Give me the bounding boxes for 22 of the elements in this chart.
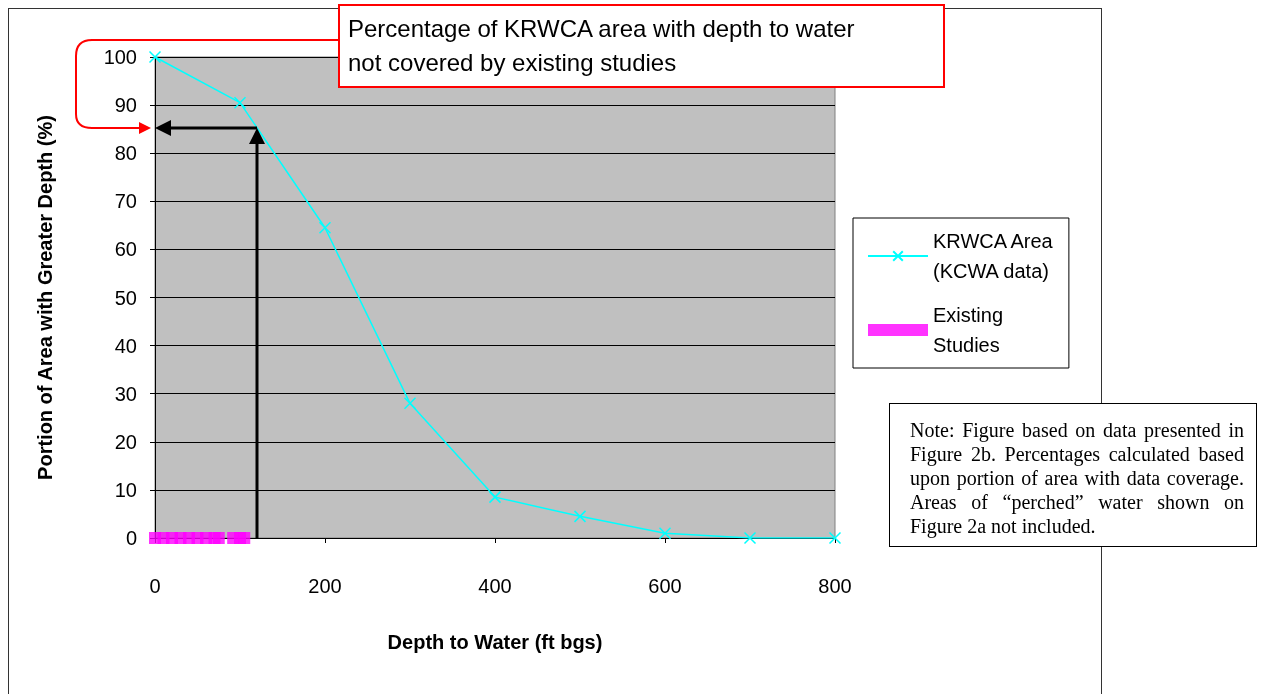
- y-tick-label: 70: [114, 190, 137, 213]
- y-tick-label: 80: [114, 142, 137, 165]
- y-tick-label: 0: [125, 527, 137, 549]
- legend-label: Existing Studies: [933, 304, 1004, 356]
- y-tick-label: 30: [114, 382, 137, 405]
- x-tick-label: 0: [149, 575, 161, 597]
- legend-label: KRWCA Area (KCWA data): [933, 230, 1054, 282]
- callout-box: Percentage of KRWCA area with depth to water not covered by existing studies: [338, 4, 945, 88]
- y-tick-label: 60: [114, 238, 137, 261]
- y-axis-title: Portion of Area with Greater Depth (%): [34, 115, 56, 480]
- x-tick-label: 200: [308, 575, 342, 597]
- x-tick-label: 400: [478, 575, 512, 597]
- x-axis-title: Depth to Water (ft bgs): [387, 631, 603, 653]
- y-tick-label: 50: [114, 286, 137, 309]
- note-box: Note: Figure based on data presented in Figure 2b. Percentages calculated based upon portion of area with data coverage. Areas of “perched” water shown on Figure 2a not included.: [889, 403, 1257, 547]
- x-tick-label: 600: [648, 575, 682, 597]
- y-tick-label: 90: [114, 94, 137, 117]
- y-tick-label: 100: [103, 46, 137, 68]
- y-tick-label: 10: [114, 478, 137, 501]
- y-tick-label: 40: [114, 334, 137, 357]
- y-tick-label: 20: [114, 430, 137, 453]
- x-tick-label: 800: [818, 575, 852, 597]
